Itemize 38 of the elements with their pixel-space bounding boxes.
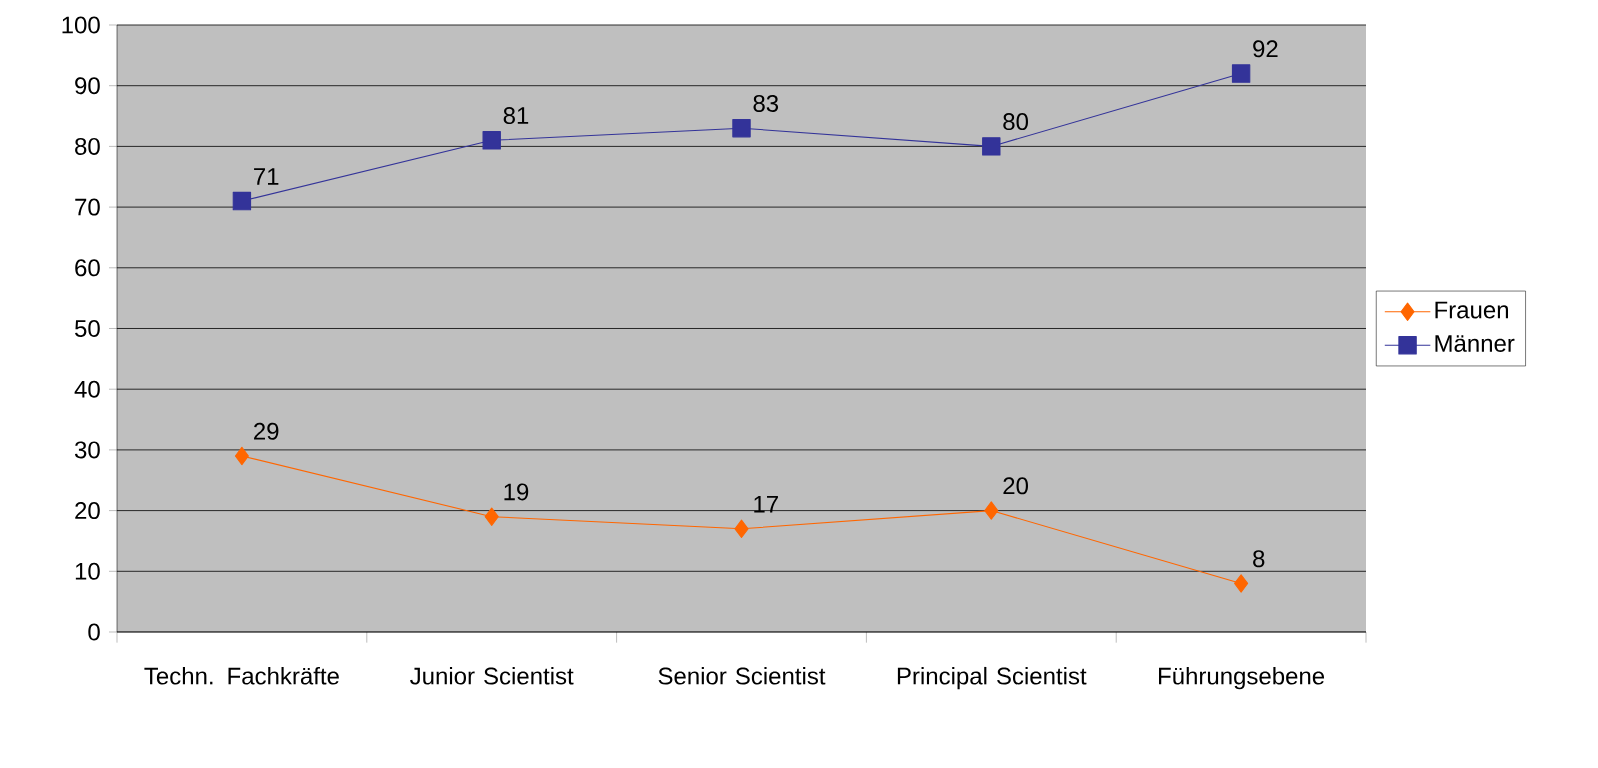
point bbox=[982, 137, 1001, 156]
x-tick-label: Führungsebene bbox=[1159, 666, 1325, 690]
y-tick-label: 60 bbox=[75, 259, 100, 277]
data-label: 19 bbox=[504, 483, 529, 501]
y-tick-label: 30 bbox=[74, 441, 100, 459]
legend-label: Frauen bbox=[1435, 301, 1508, 319]
legend-label: Männer bbox=[1435, 335, 1515, 352]
data-label: 80 bbox=[1003, 113, 1029, 131]
point bbox=[732, 118, 751, 138]
data-label: 83 bbox=[753, 94, 779, 112]
data-label: 92 bbox=[1253, 40, 1278, 58]
y-tick-label: 80 bbox=[75, 137, 100, 155]
y-tick-label: 90 bbox=[75, 77, 100, 95]
data-label: 81 bbox=[503, 107, 529, 125]
y-tick-label: 100 bbox=[62, 16, 100, 34]
y-tick-label: 10 bbox=[75, 562, 100, 580]
point bbox=[984, 501, 999, 520]
data-label: 71 bbox=[254, 168, 279, 185]
y-tick-label: 20 bbox=[75, 502, 100, 520]
y-tick-label: 40 bbox=[74, 380, 100, 398]
x-tick-label: Junior Scientist bbox=[410, 666, 574, 685]
y-tick-label: 50 bbox=[75, 319, 100, 337]
data-label: 8 bbox=[1253, 550, 1265, 568]
x-tick-label: Principal Scientist bbox=[897, 666, 1087, 690]
point bbox=[1234, 574, 1249, 593]
point bbox=[234, 446, 249, 466]
point bbox=[482, 131, 501, 150]
x-tick-label: Senior Scientist bbox=[658, 666, 826, 685]
point bbox=[484, 507, 499, 526]
y-tick-label: 70 bbox=[75, 198, 100, 216]
data-label: 17 bbox=[754, 496, 778, 513]
point bbox=[232, 191, 252, 211]
data-label: 29 bbox=[254, 422, 279, 440]
point bbox=[734, 519, 749, 539]
data-label: 20 bbox=[1003, 477, 1029, 495]
x-tick-label: Techn. Fachkräfte bbox=[144, 666, 339, 685]
point bbox=[1231, 64, 1251, 83]
y-tick-label: 0 bbox=[88, 623, 100, 641]
